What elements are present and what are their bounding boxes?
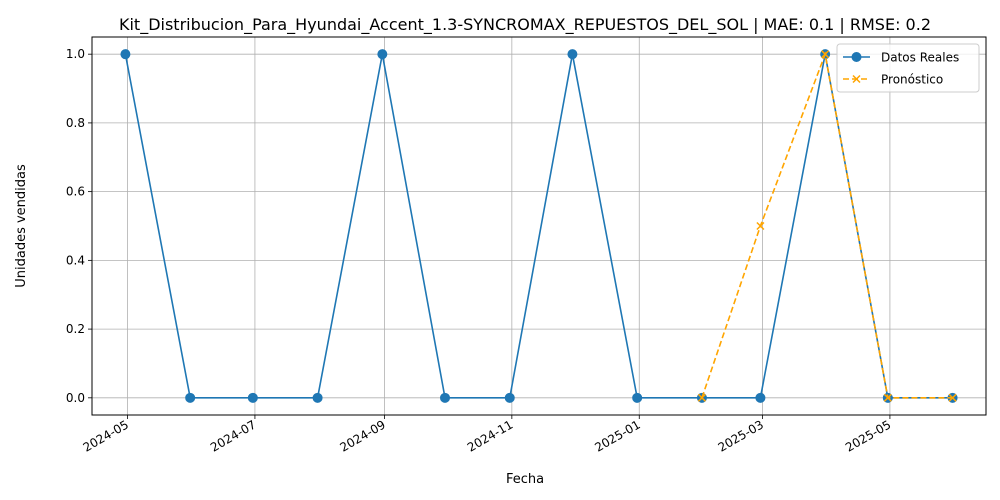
forecast-point (697, 393, 706, 402)
legend-label: Datos Reales (881, 51, 959, 65)
plot-frame (91, 36, 987, 416)
data-point (504, 392, 515, 403)
y-tick-label: 0.0 (66, 391, 85, 405)
data-point (755, 392, 766, 403)
data-point (247, 392, 258, 403)
legend-label: Pronóstico (881, 73, 943, 87)
legend-box (836, 43, 980, 93)
x-axis-label: Fecha (506, 472, 544, 487)
data-point (567, 49, 578, 60)
data-point (185, 392, 196, 403)
forecast-point (948, 393, 957, 402)
series-layer (120, 49, 958, 403)
legend-marker (852, 74, 861, 84)
forecast-point (883, 393, 892, 402)
forecast-point (821, 50, 830, 59)
y-tick-label: 1.0 (66, 47, 85, 61)
data-point (632, 392, 643, 403)
y-tick-label: 0.2 (66, 322, 85, 336)
y-tick-label: 0.4 (66, 253, 85, 267)
chart-title: Kit_Distribucion_Para_Hyundai_Accent_1.3… (119, 15, 931, 35)
y-tick-label: 0.6 (66, 185, 85, 199)
data-point (377, 49, 388, 60)
legend-marker (851, 52, 862, 62)
data-point (120, 49, 131, 60)
y-axis-label: Unidades vendidas (14, 164, 29, 288)
series-line-0 (124, 54, 953, 399)
y-tick-label: 0.8 (66, 116, 85, 130)
forecast-point (756, 221, 765, 231)
legend: Datos Reales Pronóstico (836, 43, 980, 93)
data-point (440, 392, 451, 403)
data-point (312, 392, 323, 403)
